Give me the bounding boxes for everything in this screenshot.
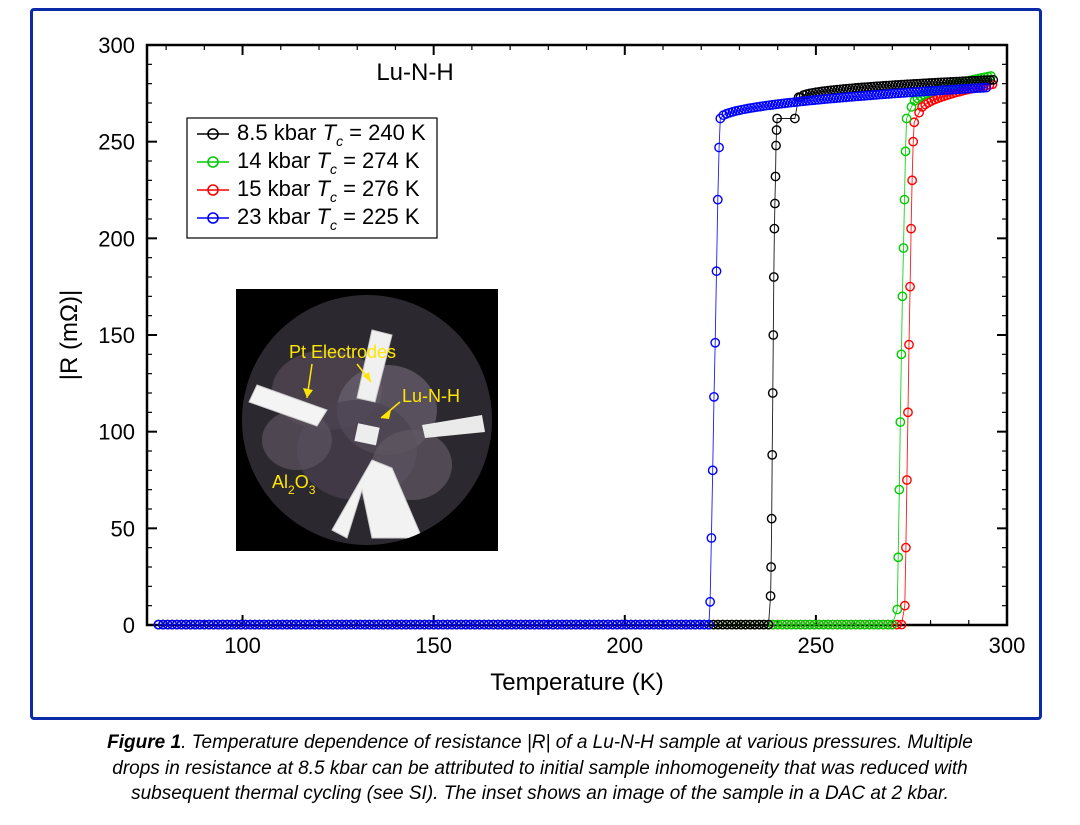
svg-text:300: 300 bbox=[98, 33, 135, 58]
figure-caption: Figure 1. Temperature dependence of resi… bbox=[10, 730, 1070, 807]
svg-text:200: 200 bbox=[98, 226, 135, 251]
svg-text:50: 50 bbox=[111, 516, 135, 541]
svg-text:200: 200 bbox=[606, 633, 643, 658]
caption-line2: drops in resistance at 8.5 kbar can be a… bbox=[112, 758, 967, 779]
caption-lead: Figure 1 bbox=[107, 732, 181, 753]
svg-text:100: 100 bbox=[98, 420, 135, 445]
svg-text:Lu-N-H: Lu-N-H bbox=[376, 59, 453, 86]
svg-text:150: 150 bbox=[415, 633, 452, 658]
svg-text:14 kbar Tc = 274 K: 14 kbar Tc = 274 K bbox=[237, 148, 420, 177]
svg-text:100: 100 bbox=[224, 633, 261, 658]
svg-text:250: 250 bbox=[798, 633, 835, 658]
caption-line3: subsequent thermal cycling (see SI). The… bbox=[131, 783, 949, 804]
chart-svg: 100 150 200 250 300 0 50 100 150 200 250 300 Tempera… bbox=[37, 15, 1037, 715]
svg-text:300: 300 bbox=[989, 633, 1026, 658]
figure-frame: 100 150 200 250 300 0 50 100 150 200 250 300 Tempera… bbox=[30, 8, 1042, 720]
svg-text:250: 250 bbox=[98, 130, 135, 155]
caption-line1: . Temperature dependence of resistance |… bbox=[181, 732, 973, 753]
inset-microscope: Pt ElectrodesLu-N-HAl2O3 bbox=[236, 289, 498, 551]
svg-text:15 kbar Tc = 276 K: 15 kbar Tc = 276 K bbox=[237, 176, 420, 205]
svg-text:Lu-N-H: Lu-N-H bbox=[402, 386, 460, 406]
svg-text:23 kbar Tc = 225 K: 23 kbar Tc = 225 K bbox=[237, 204, 420, 233]
svg-text:0: 0 bbox=[123, 613, 135, 638]
svg-text:Temperature (K): Temperature (K) bbox=[490, 669, 663, 696]
svg-text:150: 150 bbox=[98, 323, 135, 348]
svg-text:|R (mΩ)|: |R (mΩ)| bbox=[56, 290, 83, 380]
legend: 8.5 kbar Tc = 240 K14 kbar Tc = 274 K15 … bbox=[187, 118, 437, 238]
svg-text:Pt Electrodes: Pt Electrodes bbox=[289, 342, 396, 362]
svg-text:8.5 kbar Tc = 240 K: 8.5 kbar Tc = 240 K bbox=[237, 120, 426, 149]
